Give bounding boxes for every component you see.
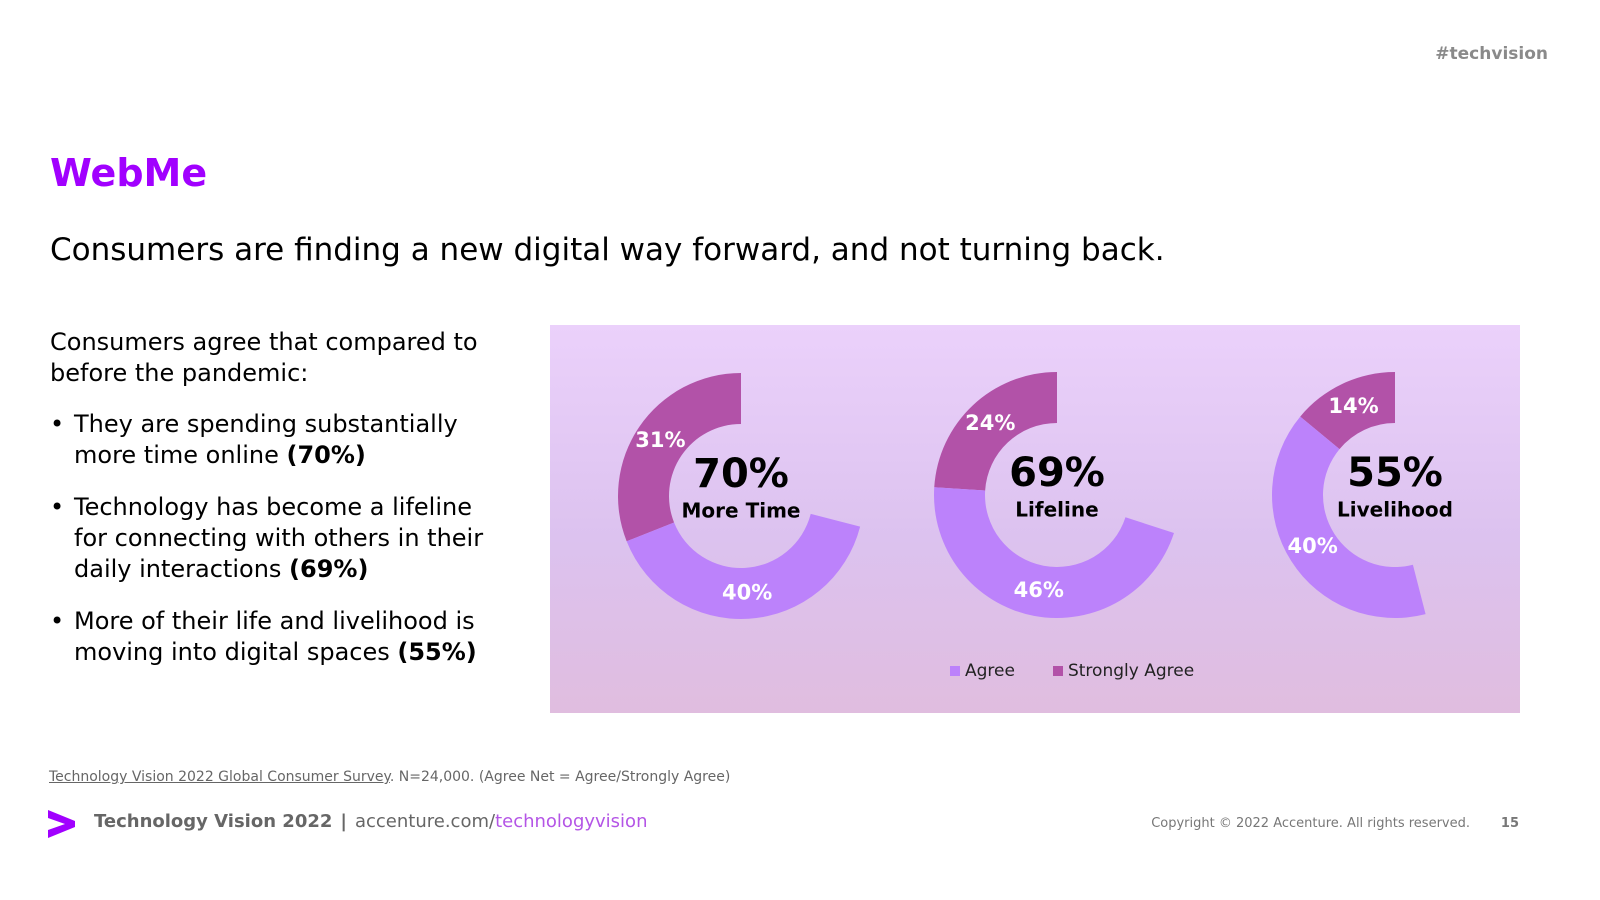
bullet-text: Technology has become a lifeline for con… [74,493,484,583]
copyright-text: Copyright © 2022 Accenture. All rights r… [1151,816,1470,831]
accenture-logo-icon [48,810,75,838]
donut-center-label: Lifeline [1015,498,1098,522]
bullet-text: They are spending substantially more tim… [74,410,458,469]
source-details: . N=24,000. (Agree Net = Agree/Strongly … [389,769,731,785]
source-note: Technology Vision 2022 Global Consumer S… [49,769,730,785]
legend-swatch-agree [950,666,960,676]
footer-brand: Technology Vision 2022 | accenture.com/tec… [94,811,647,832]
bullet-item: • They are spending substantially more t… [50,409,495,471]
section-title: WebMe [50,151,208,195]
footer-url-prefix[interactable]: accenture.com/ [354,811,496,832]
page-number: 15 [1500,816,1519,831]
legend-item-agree: Agree [950,661,1015,681]
data-label-agree: 40% [722,580,772,604]
bullet-dot-icon: • [50,607,65,635]
hashtag-label: #techvision [1435,44,1548,64]
legend-item-strongly-agree: Strongly Agree [1052,661,1195,681]
data-label-agree: 40% [1288,534,1338,558]
bullet-item: • Technology has become a lifeline for c… [50,492,495,585]
findings-text: Consumers agree that compared to before … [50,327,495,689]
bullet-dot-icon: • [50,493,65,521]
intro-text: Consumers agree that compared to before … [50,328,478,387]
data-label-strongly-agree: 14% [1328,394,1378,418]
footer-separator: | [340,811,347,832]
data-label-strongly-agree: 24% [965,411,1015,435]
donut-center-value: 70% [693,451,789,497]
data-label-strongly-agree: 31% [635,428,685,452]
donut-charts: 31% 40% 70%More Time 24% 46% 69%Lifeline 14% 40… [618,372,1453,619]
source-link[interactable]: Technology Vision 2022 Global Consumer S… [49,769,390,785]
data-label-agree: 46% [1014,578,1064,602]
bullet-dot-icon: • [50,410,65,438]
bullet-item: • More of their life and livelihood is m… [50,606,495,668]
donut-segment-agree [934,487,1174,618]
bullet-text: More of their life and livelihood is mov… [74,607,475,666]
donut-center-label: More Time [682,499,801,523]
footer-brand-name: Technology Vision 2022 [94,811,333,832]
donut-center-label: Livelihood [1337,498,1453,522]
donut-center-value: 69% [1009,450,1105,496]
donut-center-value: 55% [1347,450,1443,496]
chart-legend: Agree Strongly Agree [950,661,1194,681]
legend-label-strongly-agree: Strongly Agree [1067,661,1195,681]
donut-chart-panel: 31% 40% 70% More Time 24% 46% 69% Lifeline 14% 40… [550,325,1520,713]
footer-url-suffix[interactable]: technologyvision [495,811,648,832]
legend-swatch-strongly-agree [1052,666,1063,676]
bullet-value: (55%) [397,638,477,666]
donut-segment-strongly-agree [1300,372,1395,450]
headline: Consumers are finding a new digital way … [50,232,1165,268]
donut-segment-agree [1272,416,1426,618]
donut-segment-agree [626,513,861,619]
bullet-value: (69%) [289,555,369,583]
legend-label-agree: Agree [965,661,1015,681]
donut-segment-strongly-agree [934,372,1057,491]
bullet-value: (70%) [286,441,366,469]
donut-segment-strongly-agree [618,373,741,542]
